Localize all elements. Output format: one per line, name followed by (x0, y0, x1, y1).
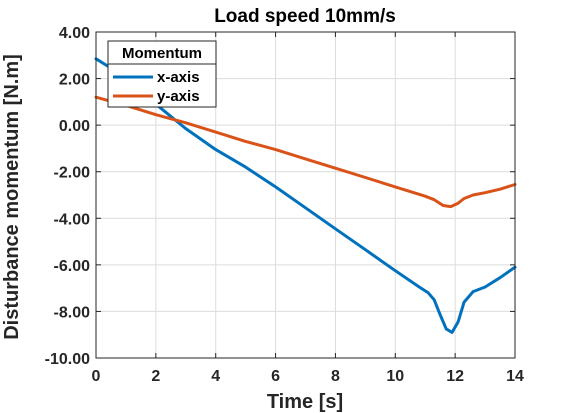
x-tick-label: 0 (92, 368, 101, 385)
y-tick-label: -6.00 (54, 258, 91, 275)
x-tick-label: 6 (271, 368, 280, 385)
legend-title: Momentum (122, 45, 202, 62)
y-tick-labels: 4.00 2.00 0.00 -2.00 -4.00 -6.00 -8.00 -10.00 (45, 25, 90, 368)
x-tick-label: 12 (446, 368, 464, 385)
legend: Momentum x-axis y-axis (107, 40, 217, 108)
y-tick-label: -2.00 (54, 165, 91, 182)
legend-label-x-axis: x-axis (157, 69, 200, 86)
y-tick-label: 4.00 (59, 25, 90, 42)
y-tick-label: -10.00 (45, 351, 90, 368)
y-tick-label: 2.00 (59, 72, 90, 89)
y-axis-title: Disturbance momentum [N.m] (1, 54, 23, 340)
plot-area (94, 57, 517, 334)
x-tick-label: 4 (211, 368, 220, 385)
axes-frame (95, 31, 516, 359)
x-tick-label: 10 (386, 368, 404, 385)
chart-title: Load speed 10mm/s (214, 6, 396, 27)
y-tick-label: -8.00 (54, 304, 91, 321)
tick-marks (95, 31, 516, 359)
legend-label-y-axis: y-axis (157, 88, 200, 105)
x-tick-labels: 0 2 4 6 8 10 12 14 (92, 368, 524, 385)
y-tick-label: -4.00 (54, 211, 91, 228)
x-axis-title: Time [s] (267, 391, 343, 413)
series-line-x-axis (94, 57, 517, 334)
series-line-y-axis (94, 95, 517, 209)
x-tick-label: 2 (151, 368, 160, 385)
x-tick-label: 14 (506, 368, 524, 385)
x-tick-label: 8 (331, 368, 340, 385)
y-tick-label: 0.00 (59, 118, 90, 135)
grid-lines (95, 31, 516, 359)
